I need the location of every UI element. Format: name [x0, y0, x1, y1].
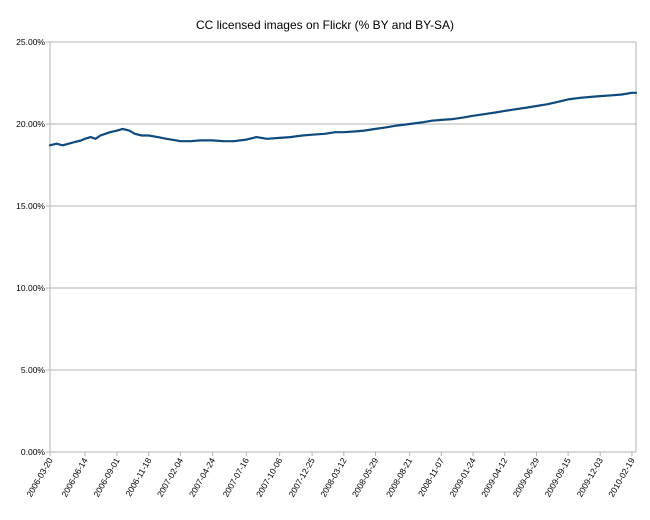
x-tick-label: 2008-05-29 [350, 456, 381, 499]
data-point [342, 131, 345, 134]
data-point [525, 106, 528, 109]
series-layer [48, 91, 638, 147]
y-axis-ticks: 0.00% 5.00% 10.00% 15.00% 20.00% 25.00% [16, 37, 50, 457]
data-point [472, 114, 474, 117]
data-point [494, 111, 497, 114]
data-point [363, 129, 365, 132]
y-tick-label: 10.00% [16, 283, 45, 293]
data-point [431, 119, 433, 122]
data-point [116, 129, 118, 132]
data-point [620, 93, 623, 96]
data-point [80, 139, 83, 142]
y-tick-label: 25.00% [16, 37, 45, 47]
data-point [301, 134, 304, 137]
data-point [49, 144, 51, 147]
data-point [121, 127, 124, 130]
data-point [165, 137, 168, 140]
x-tick-label: 2009-09-15 [542, 456, 573, 499]
data-point [55, 142, 58, 145]
data-point [579, 96, 582, 99]
data-point [189, 140, 192, 143]
data-point [128, 129, 131, 132]
data-point [61, 144, 64, 147]
x-tick-label: 2006-09-01 [91, 456, 122, 499]
data-point [278, 137, 281, 139]
data-point [395, 124, 398, 127]
data-point [334, 131, 337, 134]
data-point [179, 140, 182, 143]
data-point [266, 137, 268, 140]
data-point [483, 113, 485, 116]
data-point [631, 91, 633, 94]
data-point [354, 130, 357, 133]
x-tick-label: 2010-02-19 [606, 456, 637, 499]
chart-title: CC licensed images on Flickr (% BY and B… [195, 18, 455, 32]
data-point [635, 91, 637, 94]
x-tick-label: 2008-03-12 [318, 456, 349, 499]
data-point [89, 136, 92, 139]
data-point [535, 105, 538, 107]
data-point [385, 126, 388, 129]
x-tick-label: 2007-07-16 [221, 456, 252, 499]
data-point [420, 121, 423, 124]
data-point [109, 131, 111, 134]
x-tick-label: 2009-04-12 [479, 456, 510, 499]
data-point [99, 134, 102, 137]
series-line [48, 91, 638, 147]
data-point [556, 101, 559, 103]
y-tick-label: 15.00% [16, 201, 45, 211]
data-point [462, 116, 465, 119]
data-point [323, 132, 326, 135]
data-point [175, 139, 178, 142]
data-point [289, 136, 292, 139]
data-point [134, 132, 136, 135]
data-point [374, 127, 377, 130]
data-point [590, 96, 592, 98]
data-point [515, 108, 517, 111]
data-point [94, 137, 97, 140]
data-point [599, 95, 602, 97]
data-point [147, 134, 150, 137]
data-point [311, 133, 313, 136]
data-point [503, 110, 506, 112]
y-tick-label: 5.00% [21, 365, 46, 375]
data-point [156, 136, 159, 139]
data-point [451, 118, 454, 120]
x-tick-label: 2009-12-03 [575, 456, 606, 499]
data-point [245, 138, 248, 141]
data-point [67, 142, 70, 145]
axes [49, 42, 637, 453]
x-axis-ticks: 2006-03-20 2006-06-14 2006-09-01 2006-11-18… [24, 452, 637, 499]
data-point [199, 139, 202, 142]
data-point [211, 139, 214, 142]
data-point [84, 137, 86, 140]
data-point [611, 94, 613, 97]
x-tick-label: 2008-08-21 [384, 456, 415, 499]
data-point [567, 98, 569, 101]
data-point [255, 136, 258, 139]
data-point [546, 103, 548, 106]
data-point [232, 140, 235, 143]
x-tick-label: 2009-06-29 [511, 456, 542, 499]
y-tick-label: 20.00% [16, 119, 45, 129]
data-point [440, 119, 443, 121]
x-tick-label: 2007-02-04 [155, 456, 186, 499]
data-point [222, 140, 225, 143]
data-point [408, 123, 411, 125]
x-tick-label: 2006-03-20 [24, 456, 55, 499]
y-tick-label: 0.00% [21, 447, 46, 457]
x-tick-label: 2009-01-24 [447, 456, 478, 499]
x-tick-label: 2006-06-14 [59, 456, 90, 499]
data-point [104, 132, 107, 135]
x-tick-label: 2008-11-07 [416, 456, 446, 498]
x-tick-label: 2007-12-25 [286, 456, 317, 499]
data-point [73, 141, 76, 143]
x-tick-label: 2007-10-06 [254, 456, 285, 499]
data-point [140, 134, 143, 137]
x-tick-label: 2006-11-18 [123, 456, 153, 498]
x-tick-label: 2007-04-24 [187, 456, 218, 499]
